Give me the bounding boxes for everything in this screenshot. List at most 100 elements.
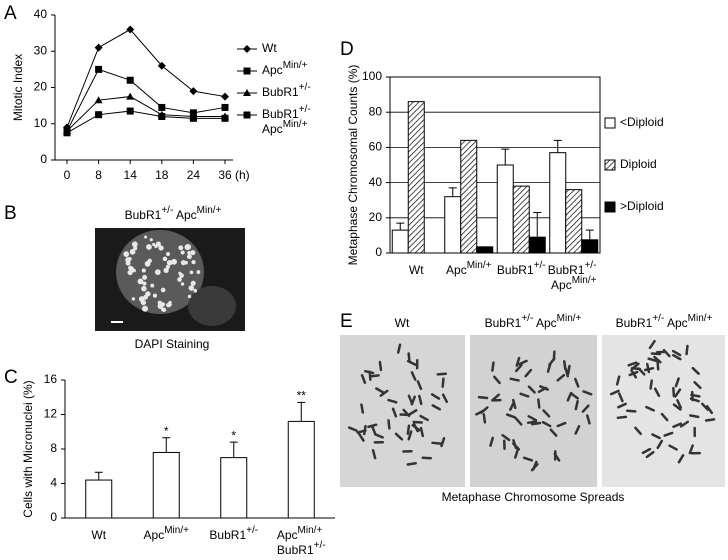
y-axis-title: Cells with Micronuclei (%): [21, 380, 35, 517]
spot: [158, 245, 164, 251]
y-tick-label: 30: [34, 43, 48, 57]
bar: [152, 451, 180, 519]
chromosome: [419, 426, 425, 438]
error-bar: [533, 212, 542, 238]
chromosome: [537, 398, 541, 409]
data-point: [126, 76, 134, 84]
nucleus: [188, 286, 236, 326]
image-caption: Metaphase Chromosome Spreads: [442, 490, 625, 504]
chromosome: [418, 394, 423, 406]
data-point: [243, 111, 251, 119]
data-point: [189, 114, 197, 122]
chromosome: [493, 375, 501, 385]
data-point: [157, 61, 166, 70]
image-title: Wt: [395, 316, 410, 330]
chromosome: [360, 373, 367, 384]
chromosome: [541, 420, 552, 428]
chromosome: [662, 348, 671, 358]
data-point: [243, 89, 251, 96]
chromosome: [373, 433, 384, 439]
chromosome: [514, 363, 523, 373]
bar: [549, 152, 567, 254]
error-bar: [553, 139, 562, 153]
spot: [190, 280, 196, 286]
micrograph: [340, 335, 465, 487]
chromosome: [674, 388, 682, 398]
chromosome: [410, 371, 417, 381]
spot: [137, 278, 144, 285]
spot: [145, 291, 151, 297]
spot: [187, 250, 192, 255]
chromosome: [556, 421, 567, 428]
chromosome: [539, 385, 549, 391]
micrograph-detail: [347, 339, 716, 472]
chromosome: [436, 372, 447, 376]
chromosome: [688, 444, 694, 455]
image-caption: DAPI Staining: [135, 337, 210, 351]
chromosome: [679, 420, 689, 428]
y-tick-label: 10: [34, 116, 48, 130]
spot: [146, 244, 152, 250]
x-axis-unit: (h): [235, 168, 250, 182]
bar: [496, 164, 514, 254]
x-tick-label: BubR1+/-: [497, 260, 546, 277]
chromosome: [519, 392, 530, 398]
bar: [581, 239, 599, 254]
chromosome: [489, 436, 495, 447]
bar: [460, 139, 478, 254]
line: [66, 96, 225, 132]
chromosome: [693, 381, 702, 390]
chromosome: [615, 375, 621, 386]
legend-label: Wt: [262, 41, 277, 55]
spot: [141, 305, 148, 312]
significance-label: **: [297, 389, 307, 403]
chromosome: [663, 431, 674, 437]
bar: [528, 236, 546, 254]
chromosome: [672, 386, 676, 398]
spot: [160, 307, 165, 312]
chromosome: [549, 428, 558, 437]
spot: [180, 282, 185, 286]
chromosome: [653, 387, 661, 398]
panel-label: D: [340, 39, 354, 60]
spot: [184, 260, 188, 265]
significance-label: *: [231, 428, 236, 442]
chromosome: [656, 360, 660, 371]
data-point: [243, 45, 251, 53]
y-tick-label: 20: [34, 80, 48, 94]
chromosome: [522, 456, 534, 462]
y-tick-label: 12: [44, 407, 58, 421]
chromosome: [368, 370, 372, 381]
chromosome: [357, 432, 365, 442]
chromosome: [653, 355, 662, 364]
data-point: [94, 96, 103, 104]
chromosome: [514, 417, 523, 426]
spot: [166, 259, 173, 266]
spot: [196, 270, 201, 274]
chromosome: [369, 374, 380, 378]
error-bar: [162, 437, 171, 453]
bar: [85, 479, 113, 519]
chromosome: [616, 415, 628, 420]
chromosome: [548, 357, 556, 367]
chromosome: [574, 400, 579, 411]
line: [66, 68, 226, 132]
chromosome: [387, 398, 398, 404]
chromosome: [651, 433, 661, 440]
chromosome: [674, 377, 680, 388]
x-tick-label: 24: [187, 168, 201, 182]
chromosome: [511, 442, 521, 451]
spot: [180, 250, 185, 255]
chromosome: [505, 413, 516, 419]
bar: [220, 457, 248, 519]
chromosome: [411, 424, 421, 432]
chromosome: [526, 420, 538, 425]
spot: [149, 238, 153, 242]
chromosome: [375, 387, 385, 394]
spot: [162, 256, 168, 262]
data-point: [95, 65, 103, 73]
spot: [193, 288, 198, 293]
y-tick-label: 8: [50, 441, 57, 455]
chromosome: [582, 390, 593, 396]
x-tick-label: 36: [218, 168, 232, 182]
